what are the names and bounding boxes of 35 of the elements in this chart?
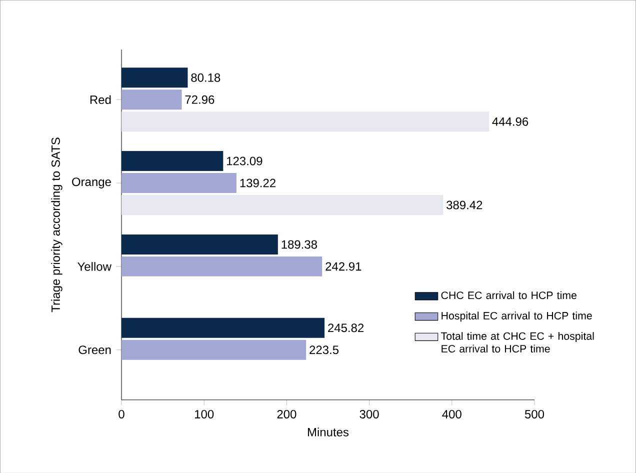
data-label: 223.5 (310, 345, 339, 354)
bar (122, 111, 490, 132)
legend-label: Total time at CHC EC + hospital EC arrival to HCP time (441, 332, 594, 352)
bar (122, 234, 278, 254)
data-label: 389.42 (446, 200, 482, 210)
x-tick-label: 400 (442, 410, 462, 418)
y-tick-label: Green (78, 345, 111, 354)
data-label: 189.38 (282, 240, 317, 248)
data-label: 80.18 (191, 73, 220, 82)
x-tick-label: 0 (118, 410, 124, 418)
data-label: 139.22 (240, 178, 276, 188)
x-tick-label: 100 (195, 410, 214, 418)
y-axis-title: Triage priority according to SATS (51, 137, 62, 312)
bar (122, 150, 224, 171)
legend-label: Hospital EC arrival to HCP time (442, 311, 592, 322)
legend-label: CHC EC arrival to HCP time (441, 291, 576, 299)
bar (122, 318, 325, 338)
x-tick-label: 300 (360, 410, 379, 418)
x-tick-label: 200 (277, 410, 296, 418)
x-tick-label: 500 (524, 410, 544, 418)
bar (122, 194, 444, 215)
data-label: 245.82 (328, 323, 364, 332)
data-label: 242.91 (326, 262, 362, 270)
data-label: 123.09 (227, 156, 262, 166)
bar (122, 89, 182, 110)
bar (122, 172, 236, 193)
data-label: 72.96 (185, 95, 214, 104)
y-tick-label: Red (90, 94, 111, 104)
bar (122, 256, 322, 276)
y-tick-label: Yellow (78, 262, 112, 271)
x-axis-title: Minutes (308, 427, 349, 436)
y-tick-label: Orange (72, 177, 111, 188)
bar (122, 340, 306, 360)
bar (122, 67, 188, 88)
data-label: 444.96 (492, 117, 528, 126)
